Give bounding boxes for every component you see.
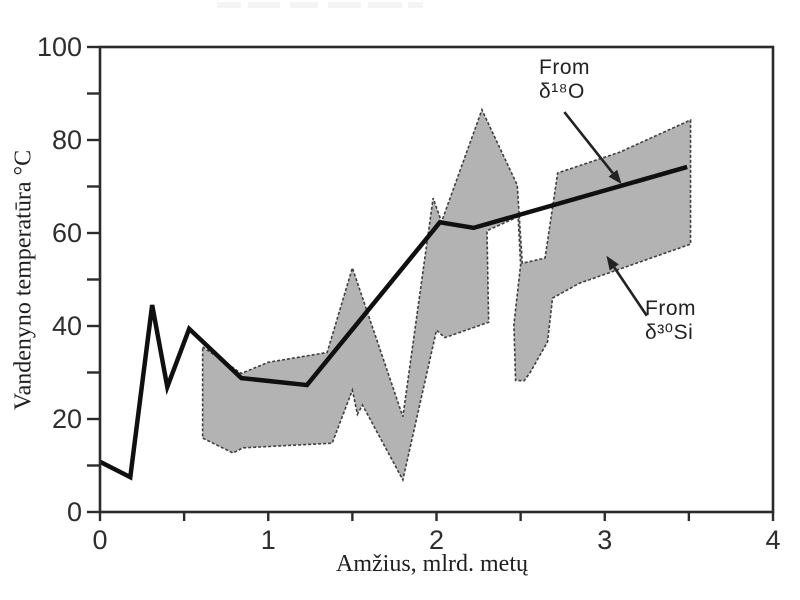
x-tick-label: 3 (597, 525, 612, 555)
annotation-arrowhead-d18O (608, 169, 622, 185)
annotation-d30Si: From δ³⁰Si (645, 297, 696, 345)
x-tick-label: 0 (92, 525, 107, 555)
y-tick-label: 80 (52, 125, 82, 155)
redacted-title-block (217, 2, 241, 8)
band-d30Si (201, 107, 692, 483)
annotation-d18O: From δ¹⁸O (539, 56, 590, 104)
redacted-title-block (368, 2, 402, 8)
line-d18O (98, 164, 688, 481)
annotation-arrow-d30Si (613, 266, 648, 317)
y-tick-label: 20 (52, 404, 82, 434)
annotation-d30Si-line1: From (645, 297, 696, 320)
annotation-d30Si-line2: δ³⁰Si (645, 321, 694, 344)
annotation-arrow-d18O (563, 111, 614, 175)
y-axis-title: Vandenyno temperatūra °C (10, 149, 37, 411)
annotation-arrowhead-d30Si (606, 255, 619, 271)
x-axis-title: Amžius, mlrd. metų (336, 551, 528, 577)
y-tick-label: 60 (52, 218, 82, 248)
annotation-d18O-line1: From (539, 56, 590, 79)
y-tick-label: 40 (52, 311, 82, 341)
y-tick-label: 0 (67, 497, 82, 527)
y-tick-label: 100 (37, 32, 82, 62)
annotation-d18O-line2: δ¹⁸O (539, 80, 585, 103)
redacted-title-block (248, 2, 280, 8)
redacted-title-block (328, 2, 361, 8)
x-tick-label: 1 (261, 525, 276, 555)
redacted-title-block (290, 2, 318, 8)
x-tick-label: 2 (429, 525, 444, 555)
redacted-title-block (408, 2, 423, 8)
x-tick-label: 4 (765, 525, 780, 555)
